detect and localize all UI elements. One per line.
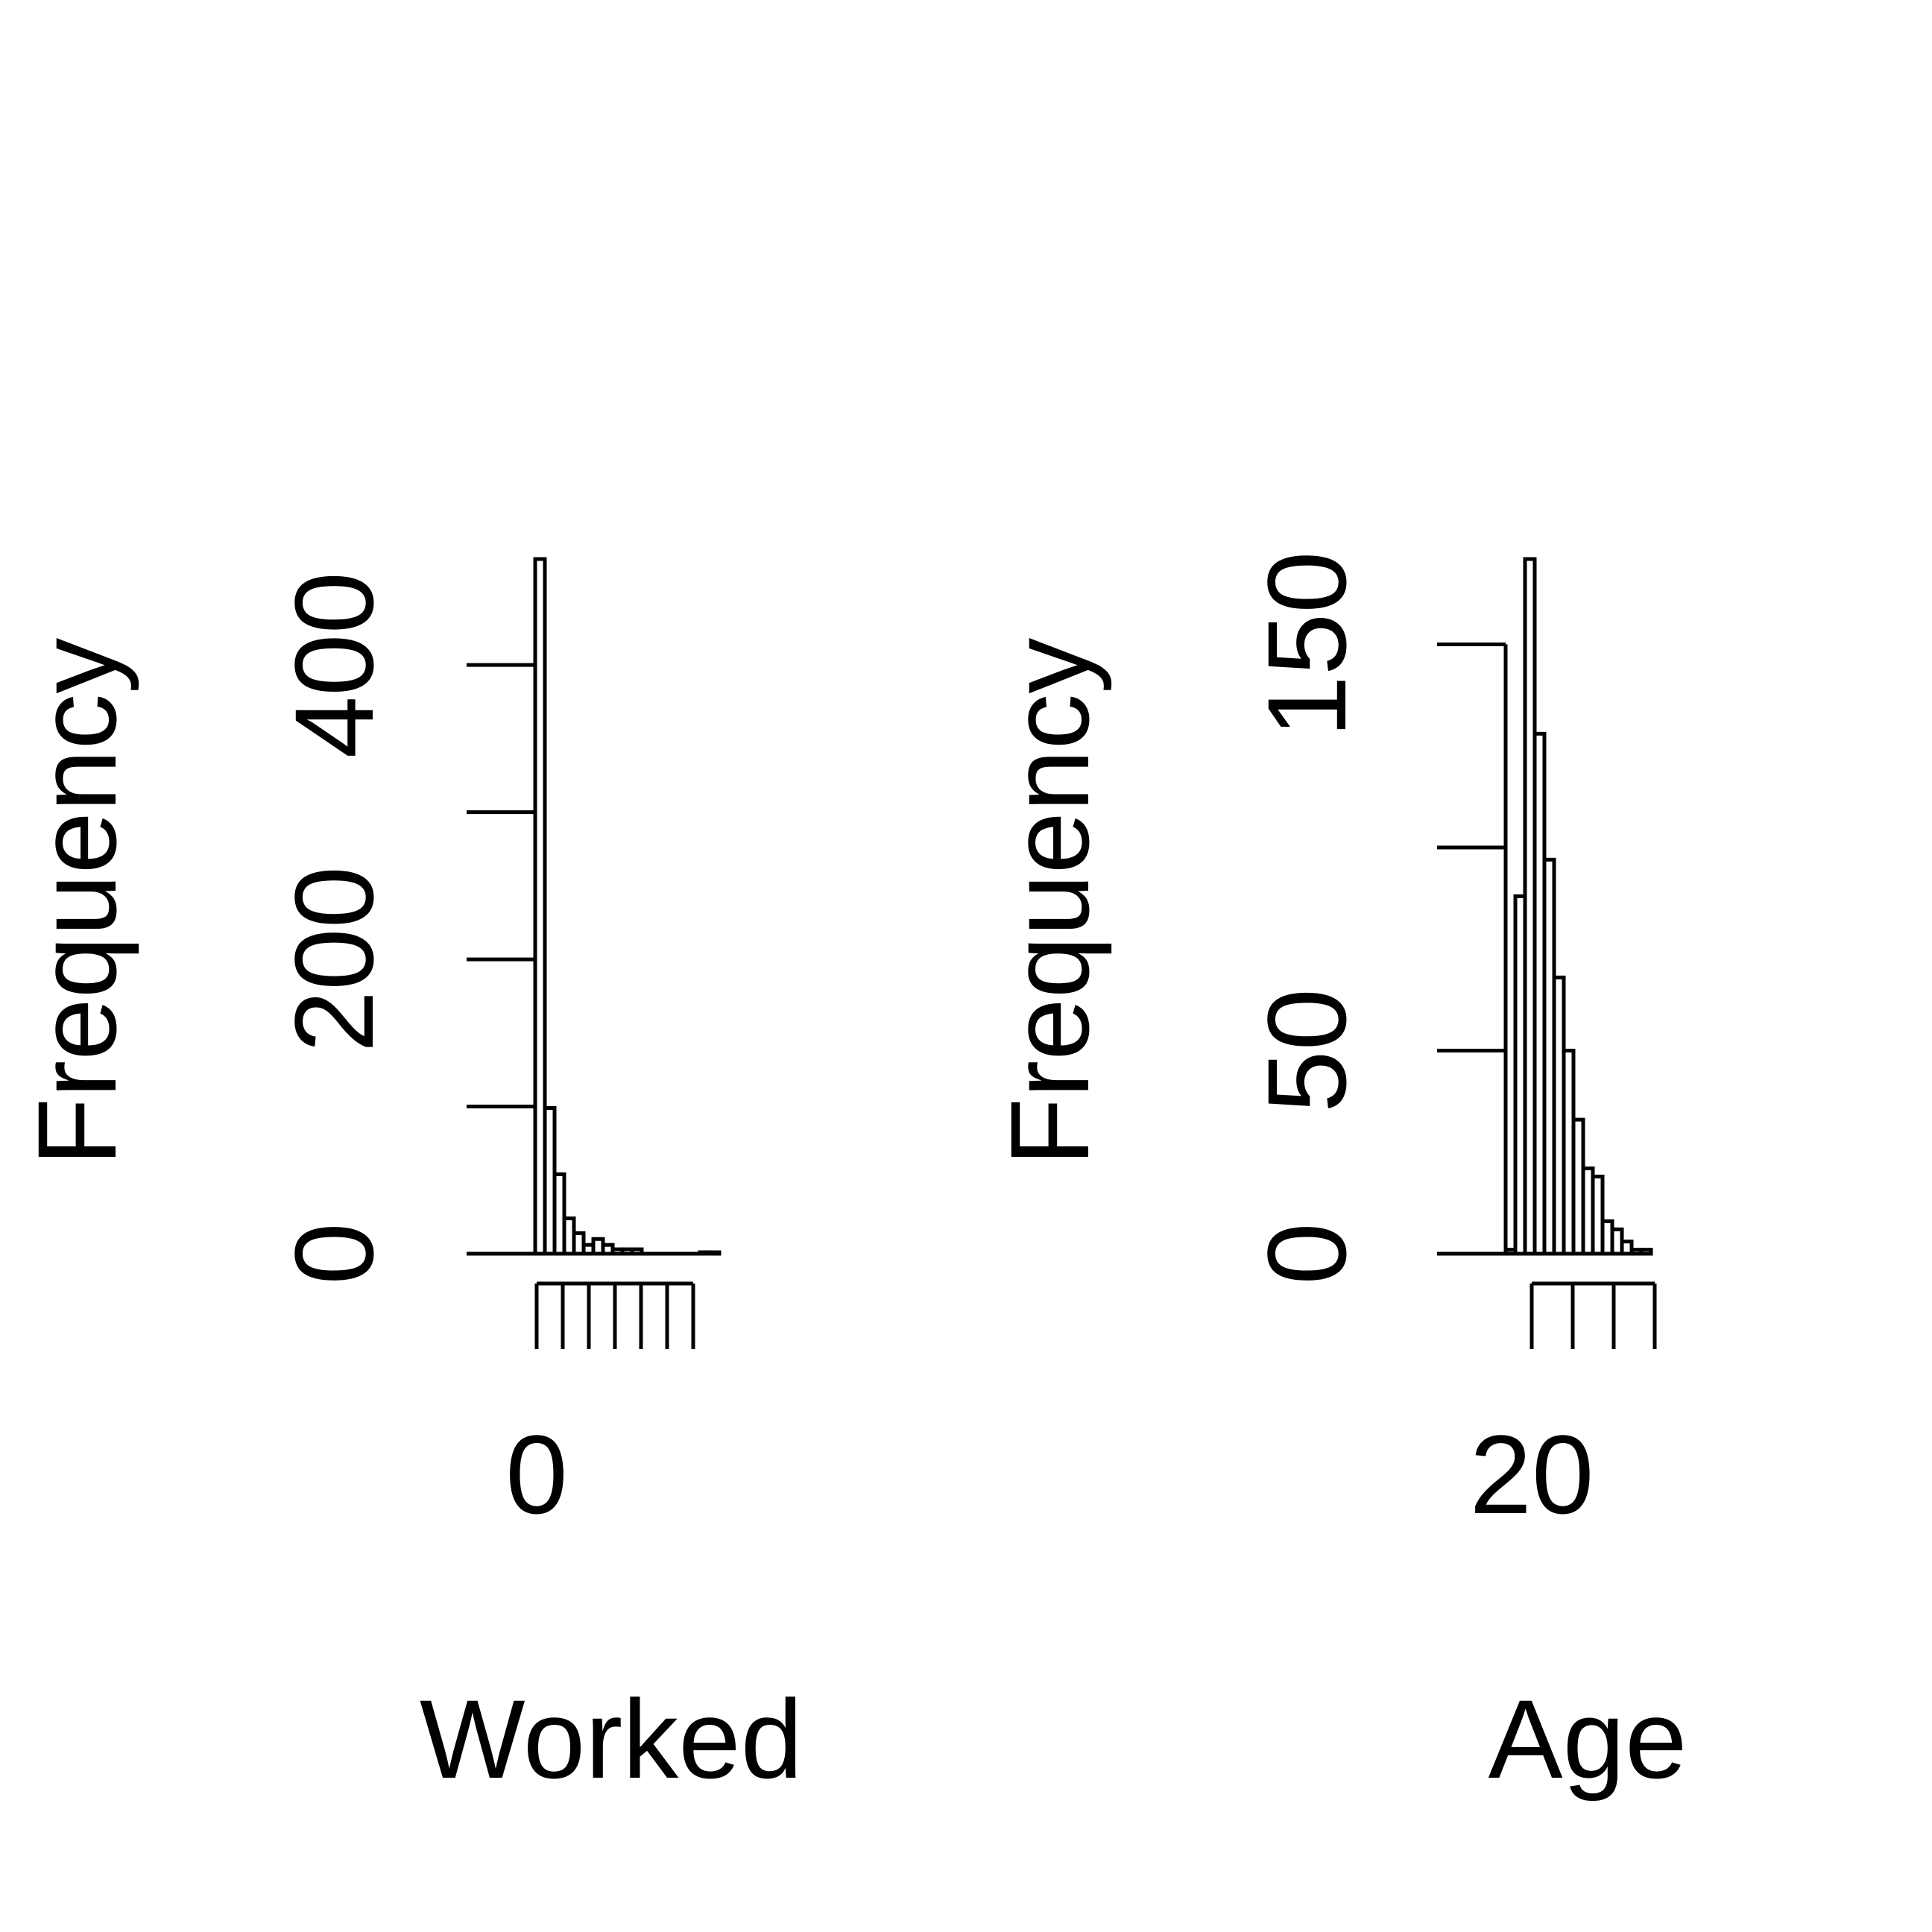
- age-histogram: 0 50 150 Frequency 20 Age: [987, 551, 1687, 1802]
- y-tick-label: 400: [271, 572, 397, 758]
- y-tick-label: 200: [271, 866, 397, 1052]
- y-tick-label: 50: [1244, 988, 1369, 1113]
- y-axis-title: Frequency: [987, 638, 1112, 1167]
- x-tick-label: 0: [505, 1412, 567, 1537]
- y-axis-title: Frequency: [14, 638, 139, 1167]
- x-tick-label: 20: [1470, 1412, 1594, 1537]
- worked-histogram: 0 200 400 Frequency 0 Worked: [14, 557, 803, 1802]
- y-tick-label: 0: [271, 1222, 397, 1284]
- y-tick-label: 0: [1244, 1222, 1369, 1284]
- x-axis-title: Worked: [420, 1676, 803, 1802]
- x-axis-title: Age: [1489, 1676, 1688, 1802]
- y-tick-label: 150: [1244, 551, 1369, 737]
